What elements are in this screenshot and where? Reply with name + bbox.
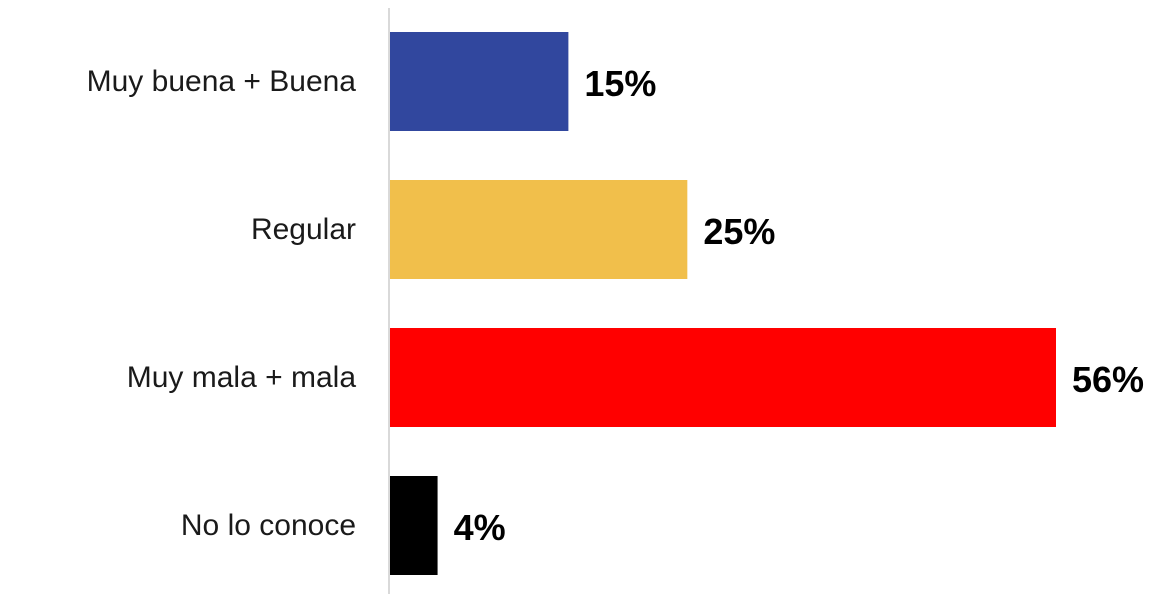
value-label-muy-mala-mala: 56% bbox=[1072, 359, 1144, 400]
category-label-regular: Regular bbox=[251, 213, 356, 246]
bars-group bbox=[390, 32, 1056, 575]
value-label-muy-buena-buena: 15% bbox=[584, 63, 656, 104]
category-labels-group: Muy buena + Buena Regular Muy mala + mala N… bbox=[87, 65, 357, 542]
bar-no-lo-conoce bbox=[390, 476, 438, 575]
value-label-regular: 25% bbox=[703, 211, 775, 252]
category-label-muy-mala-mala: Muy mala + mala bbox=[127, 361, 357, 394]
bar-muy-buena-buena bbox=[390, 32, 569, 131]
category-label-muy-buena-buena: Muy buena + Buena bbox=[87, 65, 357, 98]
category-label-no-lo-conoce: No lo conoce bbox=[181, 509, 356, 542]
value-labels-group: 15% 25% 56% 4% bbox=[454, 63, 1144, 548]
bar-regular bbox=[390, 180, 688, 279]
value-label-no-lo-conoce: 4% bbox=[454, 507, 506, 548]
bar-muy-mala-mala bbox=[390, 328, 1056, 427]
